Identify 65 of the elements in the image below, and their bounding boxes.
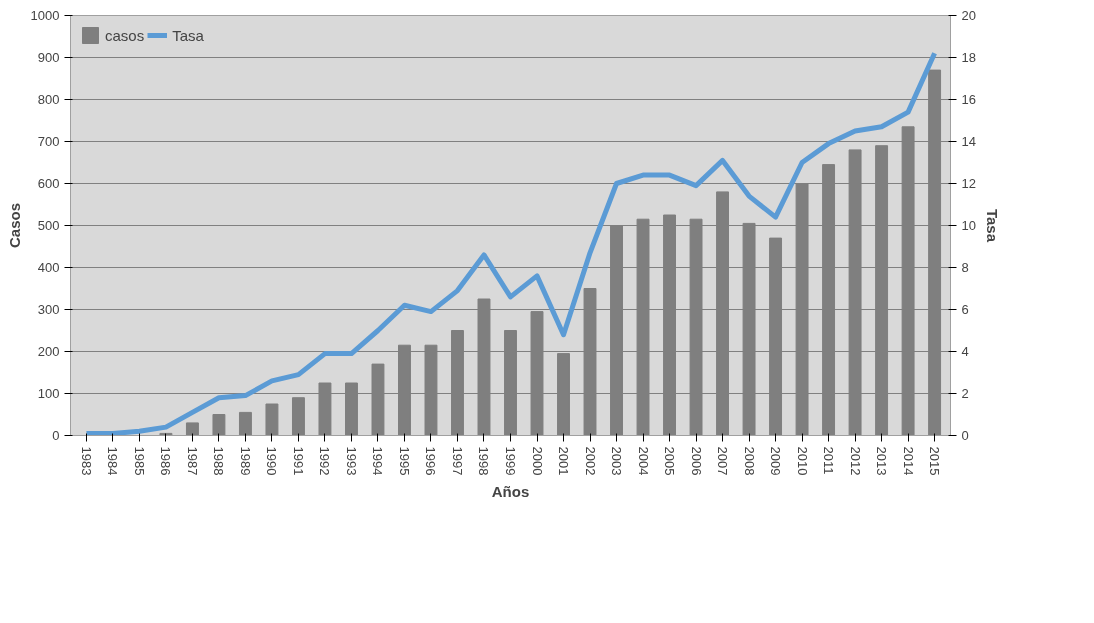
y-tick-label: 100	[37, 386, 60, 401]
x-tick-label: 1992	[317, 446, 333, 476]
x-tick-label: 2005	[662, 446, 678, 476]
x-tick-label: 2001	[556, 446, 572, 476]
y-tick-label: 200	[37, 344, 60, 359]
x-tick-label: 2006	[688, 446, 704, 476]
y2-axis-title: Tasa	[983, 208, 1001, 243]
x-tick-label: 1984	[105, 446, 121, 476]
bar	[291, 397, 305, 436]
x-tick-label: 2009	[768, 446, 784, 476]
legend-label: Tasa	[172, 26, 204, 44]
bar	[185, 422, 199, 436]
y-tick-label: 700	[37, 134, 60, 149]
x-tick-label: 1989	[237, 446, 253, 476]
y2-tick-label: 2	[961, 386, 969, 401]
x-tick-label: 1993	[343, 446, 359, 476]
x-tick-label: 1985	[131, 446, 147, 476]
x-tick-label: 2015	[927, 446, 943, 476]
y2-tick-label: 14	[961, 134, 976, 149]
x-tick-label: 2007	[715, 446, 731, 476]
x-tick-label: 2012	[847, 446, 863, 476]
bar	[238, 411, 252, 436]
y-tick-label: 600	[37, 176, 60, 191]
y2-tick-label: 12	[961, 176, 976, 191]
y-tick-label: 500	[37, 218, 60, 233]
x-tick-label: 2010	[794, 446, 810, 476]
bar	[212, 414, 226, 436]
y-tick-label: 900	[37, 50, 60, 65]
x-tick-label: 1997	[449, 446, 465, 476]
y2-tick-label: 4	[961, 344, 969, 359]
y-tick-label: 300	[37, 302, 60, 317]
x-tick-label: 2008	[741, 446, 757, 476]
y-tick-label: 0	[52, 428, 60, 443]
x-tick-label: 1995	[396, 446, 412, 476]
x-tick-label: 1986	[158, 446, 174, 476]
x-tick-label: 2011	[821, 446, 837, 475]
legend-label: casos	[105, 26, 145, 44]
y2-tick-label: 8	[961, 260, 969, 275]
x-tick-label: 2014	[900, 446, 916, 476]
y-tick-label: 400	[37, 260, 60, 275]
x-tick-label: 2013	[874, 446, 890, 476]
x-tick-label: 1983	[78, 446, 94, 476]
y2-tick-label: 0	[961, 428, 969, 443]
x-tick-label: 1999	[503, 446, 518, 476]
y-tick-label: 1000	[30, 8, 60, 23]
x-tick-label: 2000	[529, 446, 545, 476]
x-tick-label: 1988	[211, 446, 227, 476]
y-tick-label: 800	[37, 92, 60, 107]
x-tick-label: 2004	[635, 446, 651, 476]
x-tick-label: 1987	[184, 446, 200, 476]
y2-tick-label: 20	[961, 8, 976, 23]
x-tick-label: 2002	[582, 446, 598, 476]
x-tick-label: 1996	[423, 446, 439, 476]
y2-tick-label: 18	[961, 50, 976, 65]
x-axis-title: Años	[491, 483, 530, 501]
x-tick-label: 2003	[609, 446, 625, 476]
bar	[265, 403, 279, 436]
x-tick-label: 1994	[370, 446, 386, 476]
y2-tick-label: 6	[961, 302, 969, 317]
y-axis-title: Casos	[5, 202, 23, 249]
x-tick-label: 1998	[476, 446, 492, 476]
x-tick-label: 1991	[290, 446, 306, 476]
x-tick-label: 1990	[264, 446, 280, 476]
y2-tick-label: 16	[961, 92, 976, 107]
y2-tick-label: 10	[961, 218, 976, 233]
